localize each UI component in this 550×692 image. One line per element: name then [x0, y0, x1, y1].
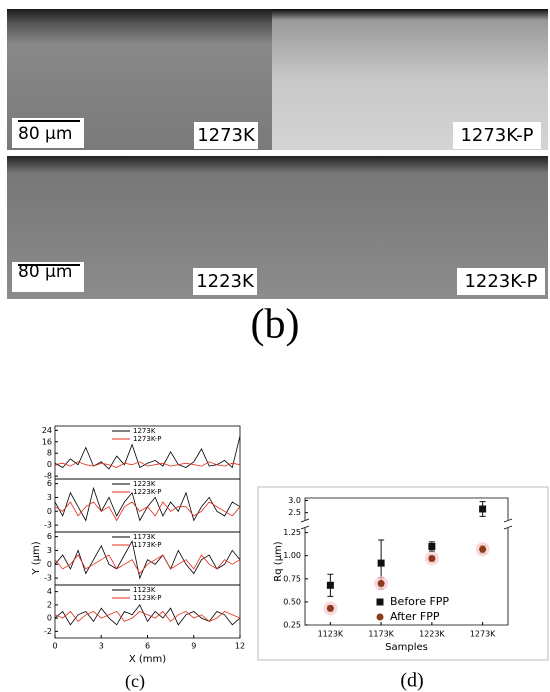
- x-axis-label: Samples: [385, 642, 428, 653]
- marker: [326, 581, 334, 589]
- legend-label: 1223K: [133, 480, 156, 488]
- y-tick-label: 0.50: [283, 597, 301, 606]
- axis-frame: [304, 497, 509, 626]
- panel-label: (d): [400, 670, 423, 692]
- x-tick-label: 0: [52, 642, 57, 651]
- y-tick-label: -8: [44, 472, 52, 481]
- y-tick-label: -2: [44, 627, 52, 636]
- panel-label: (c): [125, 671, 145, 692]
- legend-label: 1173K: [133, 533, 156, 541]
- y-tick-label: 8: [47, 449, 52, 458]
- y-tick-label: 1.25: [283, 528, 301, 537]
- x-tick-label: 1273K: [470, 630, 496, 639]
- y-tick-label: 1.00: [283, 551, 301, 560]
- legend-label: Before FPP: [390, 595, 449, 608]
- line: [54, 501, 241, 522]
- legend-label: 1123K: [133, 586, 156, 594]
- label-box: [457, 268, 545, 295]
- axis-break: [503, 518, 513, 530]
- micrograph-label: 1223K: [196, 271, 255, 292]
- x-tick-label: 1223K: [419, 630, 445, 639]
- legend-swatch: [376, 613, 384, 621]
- y-tick-label: 3.0: [288, 496, 301, 505]
- y-tick-label: 3: [47, 493, 52, 502]
- micrograph-label: 1273K-P: [460, 125, 533, 146]
- marker: [377, 579, 385, 587]
- legend-swatch: [376, 598, 384, 606]
- legend-label: 1223K-P: [133, 488, 161, 496]
- marker: [326, 604, 334, 612]
- x-tick-label: 1123K: [318, 630, 344, 639]
- x-tick-label: 1173K: [368, 630, 394, 639]
- y-tick-label: 2.5: [288, 508, 301, 517]
- y-tick-label: 0: [47, 560, 52, 569]
- scale-bar-label: 80 µm: [18, 124, 72, 144]
- scale-bar-box: [12, 118, 84, 148]
- scale-bar-box: [12, 262, 84, 292]
- y-tick-label: -3: [44, 521, 52, 530]
- micrograph-label: 1223K-P: [464, 271, 537, 292]
- y-tick-label: 24: [42, 426, 52, 435]
- panel-frame: [257, 486, 549, 661]
- legend-label: 1273K: [133, 427, 156, 435]
- marker: [377, 559, 385, 567]
- line: [54, 461, 241, 468]
- axis-break: [300, 518, 310, 530]
- marker: [479, 545, 487, 553]
- y-tick-label: 2: [47, 600, 52, 609]
- marker: [479, 505, 487, 513]
- x-tick-label: 3: [99, 642, 104, 651]
- x-tick-label: 12: [235, 642, 245, 651]
- y-axis-label: Y (µm): [31, 541, 42, 575]
- label-box: [194, 122, 258, 149]
- legend-label: After FPP: [390, 610, 440, 623]
- y-tick-label: 4: [47, 587, 52, 596]
- line: [54, 554, 241, 575]
- y-tick-label: 0: [47, 614, 52, 623]
- legend-label: 1173K-P: [133, 541, 161, 549]
- panel-label: (b): [251, 302, 300, 348]
- x-tick-label: 9: [191, 642, 196, 651]
- line: [54, 540, 241, 580]
- marker: [428, 554, 436, 562]
- legend-label: 1273K-P: [133, 435, 161, 443]
- y-tick-label: 6: [47, 479, 52, 488]
- y-tick-label: 16: [42, 437, 52, 446]
- micrograph-label: 1273K: [197, 125, 256, 146]
- y-tick-label: 0: [47, 460, 52, 469]
- marker: [428, 542, 436, 550]
- micrograph-panel: 80 µm 1273K 1273K-P 80 µm 1223K 1223K-P …: [7, 9, 548, 348]
- legend-label: 1123K-P: [133, 594, 161, 602]
- label-box: [453, 122, 541, 149]
- y-tick-label: 0.75: [283, 574, 301, 583]
- y-tick-label: 0.25: [283, 621, 301, 630]
- y-tick-label: 6: [47, 532, 52, 541]
- y-axis-label: Rq (µm): [273, 541, 284, 581]
- line: [54, 435, 241, 470]
- label-box: [193, 268, 257, 295]
- y-tick-label: 0: [47, 507, 52, 516]
- x-axis-label: X (mm): [129, 654, 166, 665]
- x-tick-label: 6: [145, 642, 150, 651]
- y-tick-label: 3: [47, 546, 52, 555]
- scale-bar-label: 80 µm: [18, 262, 72, 282]
- line: [54, 610, 241, 622]
- y-tick-label: -3: [44, 574, 52, 583]
